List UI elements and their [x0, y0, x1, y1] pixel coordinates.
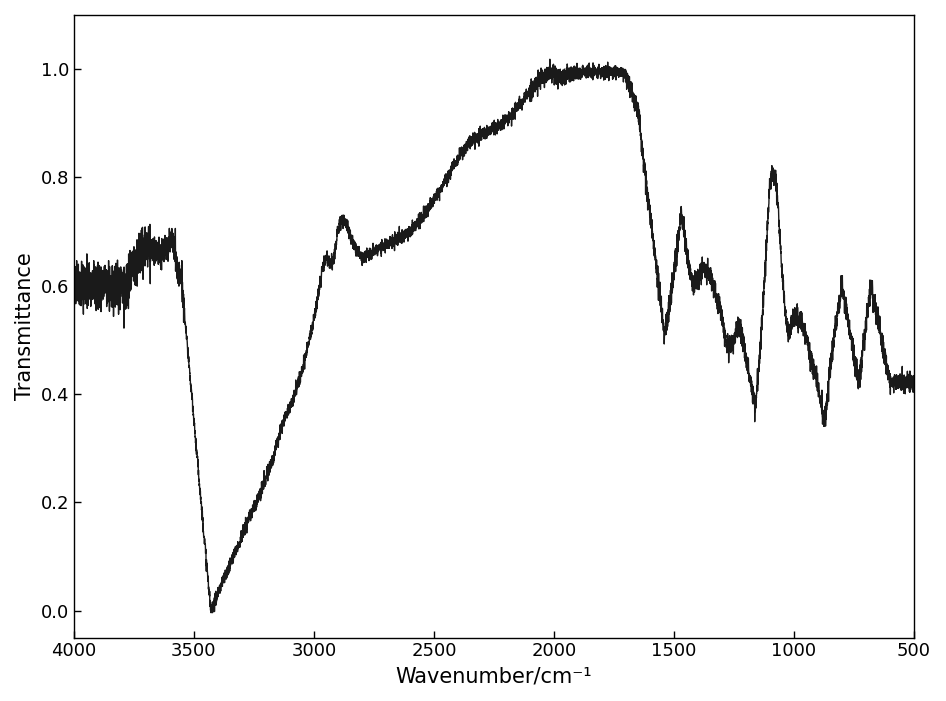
Y-axis label: Transmittance: Transmittance: [15, 252, 35, 400]
X-axis label: Wavenumber/cm⁻¹: Wavenumber/cm⁻¹: [395, 666, 592, 686]
